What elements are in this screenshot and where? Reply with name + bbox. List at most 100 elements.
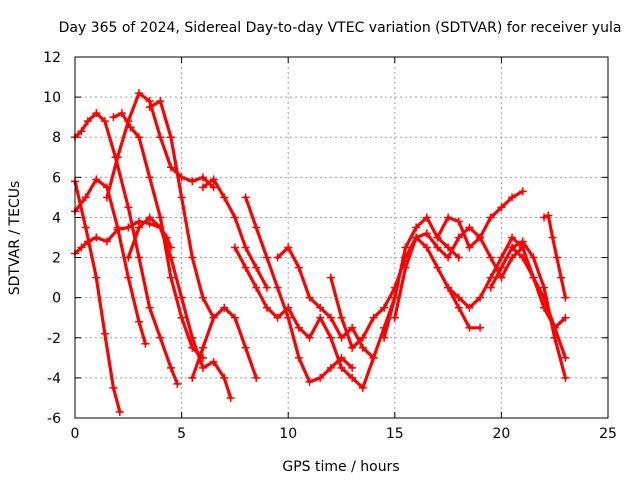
data-point	[358, 383, 367, 392]
data-point	[557, 273, 566, 282]
data-point	[126, 123, 135, 132]
data-point	[326, 363, 335, 372]
data-point	[497, 253, 506, 262]
data-point	[230, 313, 239, 322]
data-point	[188, 177, 197, 186]
data-point	[166, 363, 175, 372]
data-point	[529, 253, 538, 262]
x-tick-label: 15	[386, 426, 404, 442]
data-point	[273, 313, 282, 322]
data-point	[134, 317, 143, 326]
data-point	[540, 303, 549, 312]
data-point	[401, 243, 410, 252]
data-point	[177, 293, 186, 302]
data-point	[369, 313, 378, 322]
data-point	[444, 243, 453, 252]
data-point	[177, 313, 186, 322]
data-point	[433, 243, 442, 252]
data-point	[241, 263, 250, 272]
data-trace	[542, 213, 567, 300]
data-point	[145, 103, 154, 112]
data-point	[198, 363, 207, 372]
data-point	[220, 373, 229, 382]
data-point	[316, 373, 325, 382]
data-traces	[71, 89, 570, 416]
data-point	[326, 273, 335, 282]
data-point	[252, 373, 261, 382]
data-point	[134, 133, 143, 142]
data-point	[209, 313, 218, 322]
data-point	[188, 373, 197, 382]
data-point	[550, 323, 559, 332]
data-point	[337, 333, 346, 342]
data-point	[252, 283, 261, 292]
data-point	[198, 183, 207, 192]
data-point	[156, 223, 165, 232]
data-point	[284, 313, 293, 322]
data-point	[156, 97, 165, 106]
data-point	[412, 233, 421, 242]
data-trace	[73, 177, 147, 346]
data-point	[358, 343, 367, 352]
data-point	[294, 263, 303, 272]
data-point	[390, 313, 399, 322]
data-point	[124, 273, 133, 282]
data-point	[348, 343, 357, 352]
data-point	[209, 183, 218, 192]
data-point	[226, 393, 235, 402]
data-point	[230, 243, 239, 252]
x-tick-label: 5	[177, 426, 186, 442]
data-point	[454, 303, 463, 312]
data-point	[145, 303, 154, 312]
data-point	[241, 193, 250, 202]
data-point	[241, 243, 250, 252]
data-point	[284, 243, 293, 252]
data-point	[422, 229, 431, 238]
data-point	[145, 213, 154, 222]
data-point	[348, 323, 357, 332]
data-point	[326, 313, 335, 322]
data-trace	[111, 111, 205, 360]
data-point	[198, 173, 207, 182]
x-tick-label: 10	[279, 426, 297, 442]
data-point	[401, 263, 410, 272]
data-point	[92, 233, 101, 242]
y-tick-label: -2	[47, 331, 61, 347]
data-point	[454, 233, 463, 242]
data-point	[100, 329, 109, 338]
data-point	[444, 213, 453, 222]
data-point	[145, 173, 154, 182]
data-point	[465, 243, 474, 252]
data-point	[552, 253, 561, 262]
data-point	[220, 193, 229, 202]
data-point	[100, 117, 109, 126]
data-point	[83, 117, 92, 126]
data-point	[115, 407, 124, 416]
data-point	[529, 273, 538, 282]
data-point	[326, 333, 335, 342]
data-point	[548, 233, 557, 242]
data-point	[81, 223, 90, 232]
data-point	[305, 293, 314, 302]
data-point	[156, 133, 165, 142]
data-point	[508, 233, 517, 242]
data-point	[337, 353, 346, 362]
data-point	[166, 133, 175, 142]
data-point	[262, 303, 271, 312]
data-point	[497, 273, 506, 282]
chart-title: Day 365 of 2024, Sidereal Day-to-day VTE…	[59, 20, 622, 36]
data-point	[109, 383, 118, 392]
data-point	[316, 303, 325, 312]
data-point	[518, 253, 527, 262]
data-point	[177, 193, 186, 202]
data-trace	[233, 245, 397, 390]
data-point	[81, 193, 90, 202]
data-point	[109, 113, 118, 122]
data-point	[273, 283, 282, 292]
data-point	[134, 89, 143, 98]
data-point	[134, 223, 143, 232]
data-point	[422, 243, 431, 252]
x-tick-label: 0	[71, 426, 80, 442]
data-point	[358, 333, 367, 342]
data-point	[294, 353, 303, 362]
